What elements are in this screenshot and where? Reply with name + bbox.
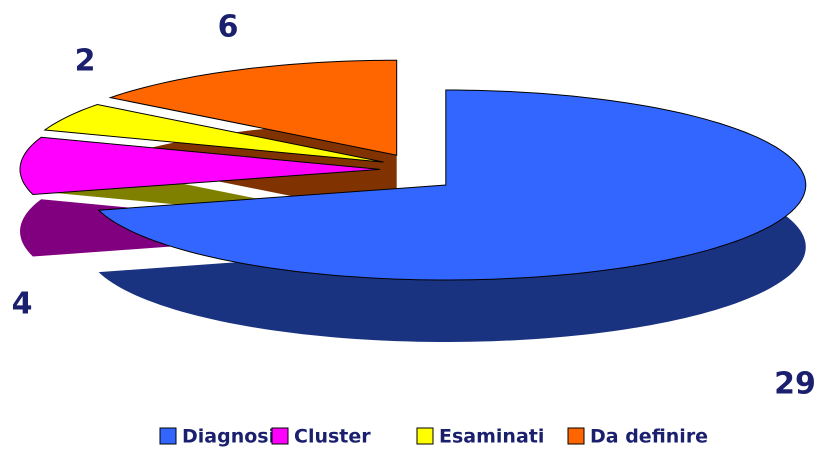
- legend-label: Cluster: [294, 426, 371, 448]
- legend-label: Esaminati: [439, 426, 544, 448]
- value-label: 4: [12, 287, 33, 322]
- legend-label: Da definire: [590, 426, 708, 448]
- legend-swatch: [159, 427, 177, 445]
- slice: [108, 59, 398, 156]
- legend-label: Diagnosi: [182, 426, 275, 448]
- slice: [97, 89, 807, 281]
- legend-swatch: [271, 427, 289, 445]
- legend-swatch: [416, 427, 434, 445]
- slice: [43, 103, 384, 163]
- value-label: 29: [774, 367, 816, 402]
- value-label: 6: [218, 10, 239, 45]
- value-label: 2: [75, 44, 96, 79]
- legend-swatch: [567, 427, 585, 445]
- slice: [19, 136, 381, 196]
